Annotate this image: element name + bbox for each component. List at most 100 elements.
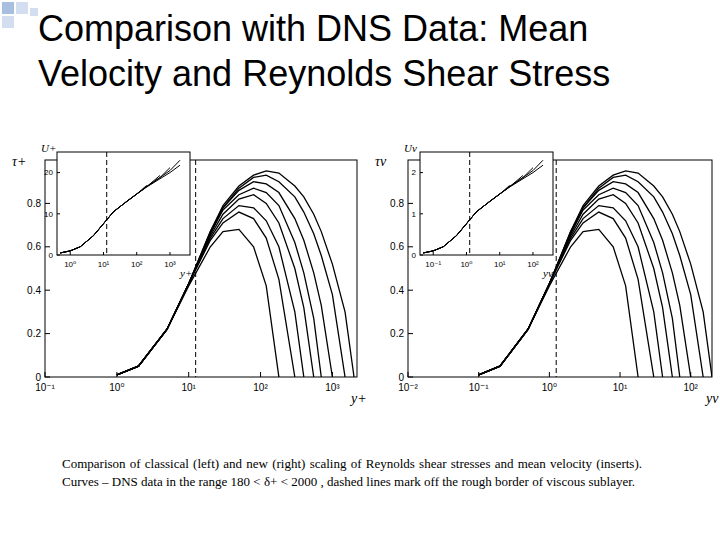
x-tick-label: 10⁰ xyxy=(64,260,76,269)
x-tick-label: 10⁻² xyxy=(398,382,418,393)
x-tick-label: 10⁻¹ xyxy=(425,260,441,269)
x-tick xyxy=(116,372,117,377)
y-tick-label: 0.6 xyxy=(390,241,404,252)
x-tick-label: 10³ xyxy=(164,260,176,269)
x-tick-label: 10¹ xyxy=(98,260,110,269)
x-axis-label: yv xyxy=(542,267,553,279)
x-tick xyxy=(499,252,500,255)
x-tick xyxy=(466,252,467,255)
plot-area xyxy=(60,152,180,255)
y-tick xyxy=(408,377,413,378)
x-axis-label: yv xyxy=(704,391,719,406)
x-tick xyxy=(620,372,621,377)
y-tick xyxy=(57,172,60,173)
y-axis-label: U+ xyxy=(41,142,56,154)
dns-curve xyxy=(60,185,147,253)
y-tick-label: 0 xyxy=(49,251,54,260)
x-tick-label: 10² xyxy=(527,260,539,269)
y-tick xyxy=(45,377,50,378)
plot-frame xyxy=(57,152,190,255)
x-tick-label: 10⁻¹ xyxy=(35,382,55,393)
y-tick xyxy=(57,213,60,214)
x-tick xyxy=(408,372,409,377)
x-tick xyxy=(260,372,261,377)
dns-curve xyxy=(423,175,523,252)
slide-title: Comparison with DNS Data: Mean Velocity … xyxy=(38,6,658,96)
x-tick xyxy=(478,372,479,377)
dns-curve xyxy=(60,165,180,253)
x-tick-label: 10² xyxy=(131,260,143,269)
x-tick xyxy=(103,252,104,255)
y-tick-label: 0 xyxy=(35,372,41,383)
dns-curve xyxy=(423,160,543,253)
decor-square xyxy=(16,2,28,14)
dns-curve xyxy=(60,160,180,253)
sublayer-border xyxy=(106,152,107,255)
dns-curve xyxy=(423,165,543,253)
y-tick-label: 0.8 xyxy=(390,198,404,209)
y-tick xyxy=(420,255,423,256)
x-tick xyxy=(169,252,170,255)
y-tick-label: 10 xyxy=(44,210,53,219)
x-tick-label: 10⁰ xyxy=(109,382,124,393)
sublayer-border xyxy=(469,152,470,255)
plot-area xyxy=(423,152,543,255)
y-tick-label: 0.6 xyxy=(27,241,41,252)
y-tick-label: 2 xyxy=(412,168,417,177)
y-tick-label: 0.2 xyxy=(27,328,41,339)
plot-frame xyxy=(420,152,553,255)
y-tick xyxy=(408,333,413,334)
x-tick-label: 10¹ xyxy=(181,382,196,393)
dns-curve xyxy=(60,175,160,252)
y-tick-label: 0.4 xyxy=(390,285,404,296)
inset-chart: 10⁰ 10¹ 10² 10³ 0 10 20 U+ y+ xyxy=(41,142,192,279)
y-axis-label: τv xyxy=(375,154,387,169)
y-tick xyxy=(57,255,60,256)
x-tick-label: 10² xyxy=(253,382,268,393)
x-tick-label: 10⁰ xyxy=(542,382,557,393)
y-axis-label: Uv xyxy=(404,142,417,154)
x-tick-label: 10¹ xyxy=(494,260,506,269)
x-tick-label: 10⁻¹ xyxy=(469,382,489,393)
caption: Comparison of classical (left) and new (… xyxy=(62,455,642,491)
y-tick-label: 0.8 xyxy=(27,198,41,209)
y-tick xyxy=(45,333,50,334)
x-tick xyxy=(690,372,691,377)
plot-background xyxy=(57,152,190,255)
decor-square xyxy=(2,2,14,14)
y-tick xyxy=(408,290,413,291)
y-tick xyxy=(420,172,423,173)
y-tick-label: 20 xyxy=(44,168,53,177)
decor-square xyxy=(30,8,38,16)
y-tick-label: 0.2 xyxy=(390,328,404,339)
dns-curve xyxy=(423,185,510,253)
y-tick-label: 0.4 xyxy=(27,285,41,296)
decor-square xyxy=(2,16,14,28)
inset-chart: 10⁻¹ 10⁰ 10¹ 10² 0 1 2 Uv yv xyxy=(404,142,553,279)
y-tick xyxy=(408,246,413,247)
y-tick-label: 0 xyxy=(398,372,404,383)
y-tick xyxy=(45,290,50,291)
x-tick xyxy=(549,372,550,377)
y-tick xyxy=(45,203,50,204)
x-axis-label: y+ xyxy=(349,391,367,406)
x-tick xyxy=(45,372,46,377)
y-tick xyxy=(408,203,413,204)
x-tick xyxy=(188,372,189,377)
y-tick xyxy=(420,213,423,214)
x-tick xyxy=(136,252,137,255)
y-axis-label: τ+ xyxy=(12,154,26,169)
y-tick xyxy=(45,246,50,247)
y-tick-label: 0 xyxy=(412,251,417,260)
x-tick-label: 10² xyxy=(683,382,698,393)
y-tick-label: 1 xyxy=(412,210,417,219)
x-axis-label: y+ xyxy=(179,267,192,279)
x-tick-label: 10⁰ xyxy=(460,260,472,269)
slide: Comparison with DNS Data: Mean Velocity … xyxy=(0,0,720,540)
x-tick xyxy=(70,252,71,255)
x-tick xyxy=(433,252,434,255)
plot-background xyxy=(420,152,553,255)
x-tick-label: 10¹ xyxy=(613,382,628,393)
x-tick xyxy=(532,252,533,255)
x-tick xyxy=(332,372,333,377)
